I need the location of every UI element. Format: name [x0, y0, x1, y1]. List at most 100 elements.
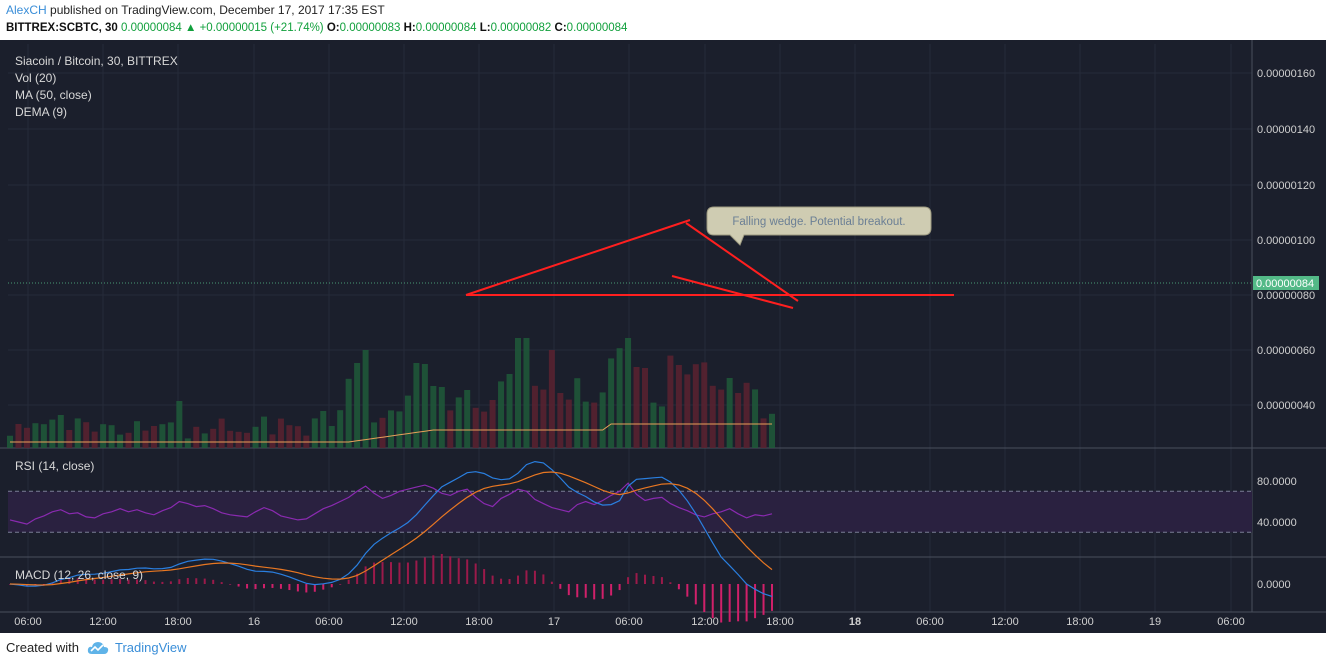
rsi-axis-label: 80.0000 — [1257, 476, 1297, 488]
macd-histogram-bar — [762, 584, 765, 615]
macd-histogram-bar — [144, 580, 147, 584]
volume-bar — [23, 427, 30, 448]
volume-bar — [642, 368, 648, 448]
time-axis-label: 18 — [849, 616, 861, 628]
macd-histogram-bar — [305, 584, 308, 593]
volume-bar — [91, 431, 98, 448]
time-axis-label: 12:00 — [991, 616, 1019, 628]
macd-histogram-bar — [178, 579, 181, 584]
volume-bar — [354, 363, 361, 448]
signal-line — [9, 471, 773, 586]
chart-area[interactable]: 80.000040.0000 0.0000 0.000001600.000001… — [0, 40, 1326, 633]
macd-histogram-bar — [169, 581, 172, 584]
price-axis-label: 0.00000160 — [1257, 68, 1315, 80]
open-label: O: — [326, 22, 340, 34]
up-arrow-icon: ▲ — [185, 22, 197, 34]
volume-bar — [235, 431, 242, 448]
macd-histogram-bar — [263, 584, 265, 589]
footer: Created with TradingView — [6, 640, 187, 655]
volume-bar — [540, 389, 547, 448]
volume-bar — [531, 385, 538, 448]
author-link[interactable]: AlexCH — [6, 3, 47, 17]
volume-bar — [701, 362, 708, 448]
annotation-callout[interactable]: Falling wedge. Potential breakout. — [706, 206, 932, 246]
rsi-line — [9, 482, 773, 525]
macd-histogram-bar — [440, 553, 443, 584]
macd-histogram-bar — [203, 578, 206, 584]
publish-line: AlexCH published on TradingView.com, Dec… — [6, 3, 385, 17]
volume-bar — [625, 338, 632, 448]
macd-histogram-bar — [229, 584, 232, 585]
tradingview-brand-link[interactable]: TradingView — [114, 640, 187, 655]
macd-histogram-bar — [584, 584, 587, 598]
close-value: 0.00000084 — [566, 22, 628, 34]
time-axis-label: 18:00 — [465, 616, 493, 628]
macd-histogram-bar — [517, 575, 519, 584]
macd-histogram-bar — [525, 570, 528, 584]
macd-histogram-bar — [347, 579, 350, 584]
macd-histogram-bar — [119, 578, 122, 584]
volume-bar — [404, 395, 411, 448]
macd-histogram-bar — [559, 584, 562, 589]
volume-bar — [489, 400, 496, 448]
volume-bar — [269, 434, 276, 448]
volume-bar — [616, 348, 623, 448]
macd-histogram-bar — [127, 579, 130, 584]
low-value: 0.00000082 — [490, 22, 552, 34]
volume-bar — [574, 378, 581, 448]
macd-histogram-bar — [288, 584, 291, 591]
high-value: 0.00000084 — [415, 22, 477, 34]
rsi-axis-label: 40.0000 — [1257, 517, 1297, 529]
volume-bar — [134, 421, 140, 448]
macd-histogram-bar — [601, 584, 604, 599]
volume-bar — [320, 411, 327, 448]
wedge-upper-line — [465, 219, 691, 296]
volume-bar — [667, 355, 674, 448]
rsi-band — [8, 491, 1252, 533]
macd-histogram-bar — [593, 584, 596, 600]
volume-bar — [633, 367, 640, 448]
volume-bar — [193, 426, 200, 448]
volume-bar — [498, 381, 505, 448]
volume-bar — [261, 416, 267, 448]
volume-bar — [15, 424, 22, 448]
close-label: C: — [554, 22, 567, 34]
volume-bar — [760, 418, 767, 448]
indicator-lines — [8, 282, 1252, 284]
time-axis-label: 18:00 — [766, 616, 794, 628]
macd-histogram-bar — [136, 579, 138, 584]
legend-vol: Vol (20) — [15, 71, 56, 85]
volume-bar — [413, 363, 420, 448]
rsi-panel: 80.0000 40.0000 — [8, 476, 1297, 533]
macd-histogram-bar — [313, 584, 316, 592]
volume-bar — [49, 419, 56, 448]
macd-histogram-bar — [745, 584, 748, 622]
time-axis-label: 18:00 — [164, 616, 192, 628]
macd-histogram-bar — [669, 582, 672, 584]
macd-histogram-bar — [500, 578, 503, 584]
volume-bar — [455, 397, 462, 448]
axes: 0.00000160 0.00000140 0.00000120 0.00000100… — [14, 68, 1315, 628]
macd-histogram-bar — [322, 584, 325, 590]
macd-histogram-bar — [542, 574, 545, 584]
price-axis-label: 0.00000100 — [1257, 235, 1315, 247]
macd-histogram-bar — [390, 562, 392, 584]
low-label: L: — [479, 22, 491, 34]
macd-histogram-bar — [212, 579, 215, 584]
macd-histogram-bar — [373, 562, 376, 584]
volume-bar — [769, 413, 775, 448]
macd-histogram-bar — [576, 584, 579, 598]
legend-ma: MA (50, close) — [15, 88, 92, 102]
macd-histogram-bar — [195, 578, 198, 584]
macd-histogram-bar — [398, 562, 401, 584]
macd-histogram-bar — [339, 584, 342, 585]
created-with-text: Created with — [6, 640, 79, 655]
volume-bar — [32, 423, 39, 448]
volume-bar — [371, 422, 378, 448]
macd-histogram-bar — [686, 584, 689, 597]
volume-bar — [294, 426, 301, 448]
macd-histogram-bar — [449, 556, 452, 584]
macd-histogram-bar — [330, 584, 333, 588]
macd-histogram-bar — [677, 584, 680, 590]
trendline-drawings[interactable] — [465, 219, 954, 309]
